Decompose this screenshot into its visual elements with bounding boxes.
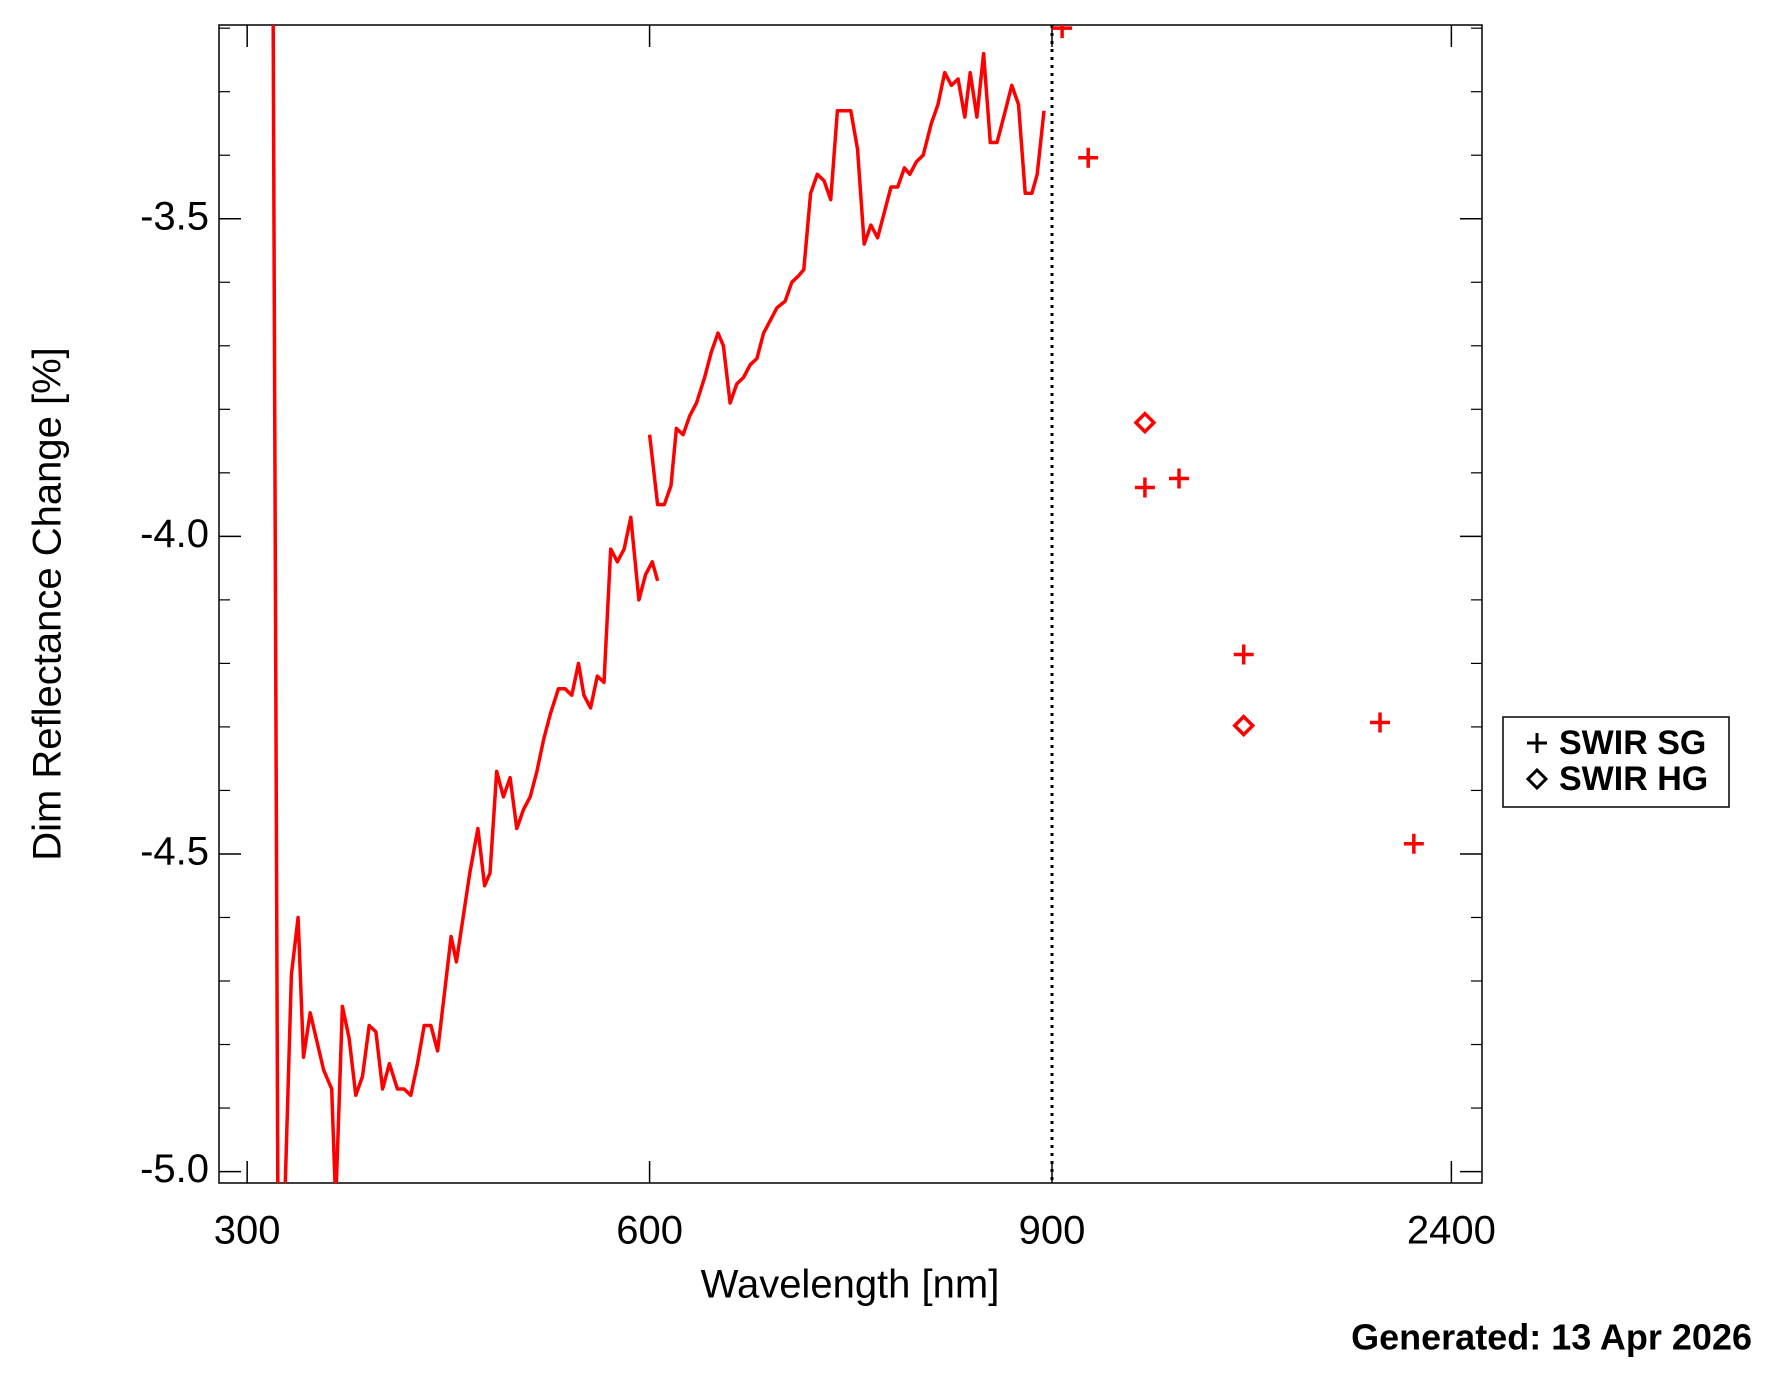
x-tick-label: 600 [616,1209,683,1253]
y-tick-label: -5.0 [140,1147,209,1191]
plus-marker [1052,25,1073,39]
x-tick-label: 900 [1019,1209,1086,1253]
footnote: Generated: 13 Apr 2026 [1351,1317,1752,1358]
legend-box [1502,716,1730,808]
plot-area [271,25,1424,1183]
diamond-marker [1133,411,1157,435]
plus-marker [1169,468,1189,489]
legend-label: SWIR SG [1559,724,1706,762]
y-axis-label: Dim Reflectance Change [%] [26,347,70,861]
x-tick-label: 300 [214,1209,281,1253]
x-axis-label: Wavelength [nm] [701,1263,1000,1307]
legend-marker [1527,733,1547,753]
plot-frame [218,24,1483,1184]
legend-marker [1525,767,1549,791]
y-tick-label: -3.5 [140,194,209,238]
diamond-marker [1232,714,1256,738]
plus-marker [1134,477,1155,498]
data-line [271,25,1046,1183]
plus-marker [1370,712,1391,733]
plus-marker [1403,833,1424,854]
y-tick-label: -4.5 [140,830,209,874]
plus-marker [1233,644,1254,665]
legend-label: SWIR HG [1559,760,1708,798]
plus-marker [1078,147,1099,168]
x-tick-label: 2400 [1407,1209,1496,1253]
y-tick-label: -4.0 [140,512,209,556]
